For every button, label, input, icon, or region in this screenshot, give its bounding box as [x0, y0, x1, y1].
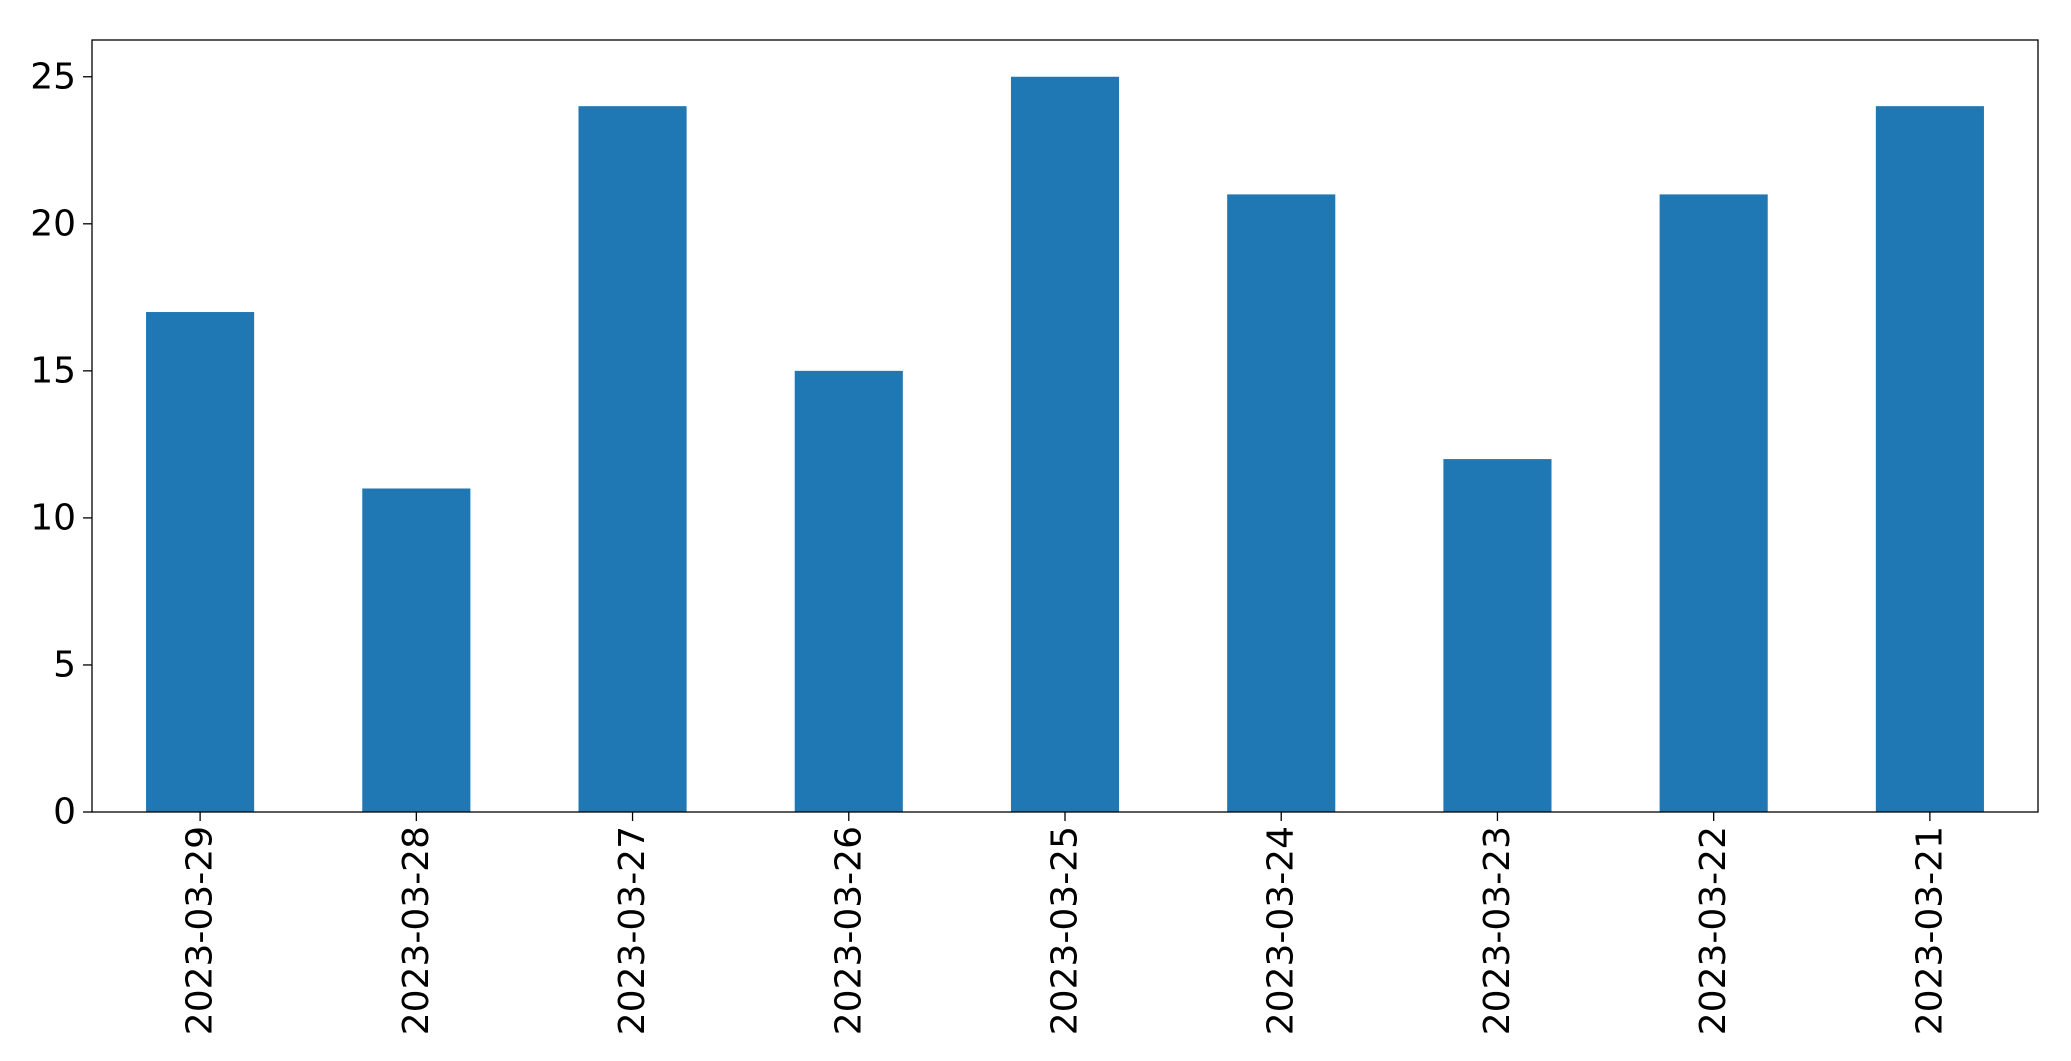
x-tick-label: 2023-03-24	[1261, 826, 1302, 1035]
y-tick-label: 0	[53, 792, 76, 833]
x-tick-label: 2023-03-29	[180, 826, 221, 1035]
x-tick-label: 2023-03-22	[1693, 826, 1734, 1035]
bar-2023-03-25	[1010, 76, 1120, 812]
bar-2023-03-27	[578, 106, 687, 812]
x-tick-label: 2023-03-25	[1045, 826, 1086, 1035]
y-axis: 0 5 10 15 20 25	[30, 56, 92, 833]
bar-2023-03-22	[1659, 194, 1768, 812]
bar-2023-03-28	[362, 488, 471, 812]
y-tick-label: 20	[30, 203, 76, 244]
plot-frame	[91, 39, 2039, 813]
x-tick-label: 2023-03-27	[612, 826, 653, 1035]
y-tick-label: 15	[30, 350, 76, 391]
bar-2023-03-26	[794, 370, 903, 812]
bar-2023-03-21	[1875, 106, 1984, 812]
x-tick-label: 2023-03-26	[828, 826, 869, 1035]
x-tick-label: 2023-03-21	[1909, 826, 1950, 1035]
x-axis: 2023-03-29 2023-03-28 2023-03-27 2023-03-26…	[180, 812, 1950, 1035]
y-tick-label: 25	[30, 56, 76, 97]
bars-group	[146, 76, 1984, 812]
bar-2023-03-24	[1227, 194, 1336, 812]
x-tick-label: 2023-03-23	[1477, 826, 1518, 1035]
bar-2023-03-29	[146, 312, 255, 812]
x-tick-label: 2023-03-28	[396, 826, 437, 1035]
y-tick-label: 10	[30, 497, 76, 538]
y-tick-label: 5	[53, 644, 76, 685]
bar-2023-03-23	[1443, 459, 1552, 812]
